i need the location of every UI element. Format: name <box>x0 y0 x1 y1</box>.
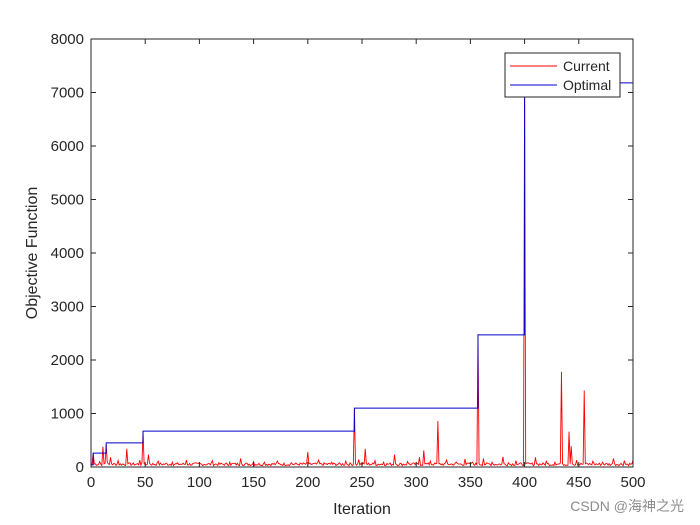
series-optimal-line <box>91 82 633 466</box>
x-tick-label-10: 500 <box>620 474 645 491</box>
x-tick-label-2: 100 <box>187 474 212 491</box>
x-tick-label-6: 300 <box>404 474 429 491</box>
y-tick-label-1: 1000 <box>51 406 84 423</box>
x-tick-label-4: 200 <box>295 474 320 491</box>
y-tick-label-2: 2000 <box>51 352 84 369</box>
plot-area <box>91 39 633 467</box>
y-tick-label-0: 0 <box>76 459 84 476</box>
x-tick-label-7: 350 <box>458 474 483 491</box>
x-tick-label-8: 400 <box>512 474 537 491</box>
y-tick-label-8: 8000 <box>51 31 84 48</box>
x-tick-label-0: 0 <box>87 474 95 491</box>
y-tick-label-5: 5000 <box>51 192 84 209</box>
y-tick-label-4: 4000 <box>51 245 84 262</box>
tick-layer: 0 50 100 150 200 250 300 350 400 450 5000100020003… <box>51 31 646 491</box>
watermark: CSDN @海神之光 <box>570 498 684 514</box>
y-axis-label: Objective Function <box>24 187 41 320</box>
legend: Current Optimal <box>504 52 621 98</box>
y-tick-label-7: 7000 <box>51 85 84 102</box>
x-tick-label-9: 450 <box>566 474 591 491</box>
x-tick-label-3: 150 <box>241 474 266 491</box>
x-axis-label: Iteration <box>333 501 391 518</box>
y-tick-label-3: 3000 <box>51 299 84 316</box>
x-tick-label-1: 50 <box>137 474 154 491</box>
x-tick-label-5: 250 <box>349 474 374 491</box>
y-tick-label-6: 6000 <box>51 138 84 155</box>
legend-box <box>504 52 621 98</box>
legend-label-current: Current <box>563 58 610 74</box>
legend-label-optimal: Optimal <box>563 77 611 93</box>
